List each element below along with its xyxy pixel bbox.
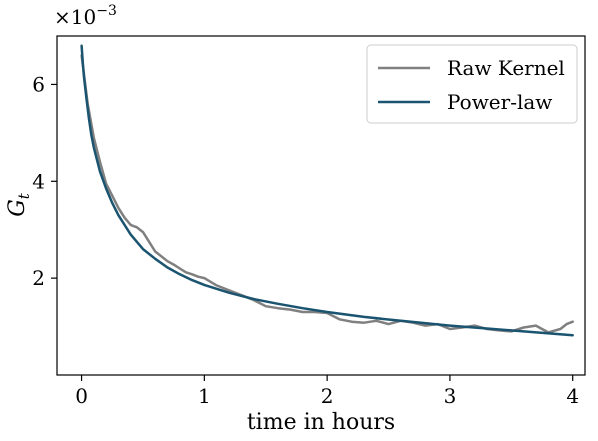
x-tick-label: 2 xyxy=(321,384,334,408)
y-tick-label: 6 xyxy=(32,72,45,96)
legend-box xyxy=(366,44,578,124)
scale-base: ×10 xyxy=(54,5,96,29)
y-axis-ticks: 2 4 6 xyxy=(32,72,57,290)
x-tick-label: 4 xyxy=(566,384,579,408)
series-layer xyxy=(80,44,574,337)
axis-scale-factor: ×10−3 xyxy=(54,3,117,29)
y-tick-label: 4 xyxy=(32,169,45,193)
y-axis-label-main: G xyxy=(5,199,30,217)
y-axis-label: Gt xyxy=(5,192,33,217)
legend-label-raw-kernel: Raw Kernel xyxy=(447,56,565,80)
series-line-power-law xyxy=(80,44,574,337)
x-axis-ticks: 0 1 2 3 4 xyxy=(75,375,579,408)
x-tick-label: 3 xyxy=(444,384,457,408)
svg-text:Gt: Gt xyxy=(5,192,33,217)
plot-frame xyxy=(56,35,586,376)
x-tick-label: 0 xyxy=(75,384,88,408)
y-tick-label: 2 xyxy=(32,266,45,290)
svg-text:×10−3: ×10−3 xyxy=(54,3,117,29)
scale-exponent: −3 xyxy=(96,3,117,19)
y-axis-label-subscript: t xyxy=(15,192,33,199)
legend-label-power-law: Power-law xyxy=(447,90,552,114)
x-tick-label: 1 xyxy=(198,384,211,408)
legend: Raw Kernel Power-law xyxy=(366,44,578,124)
x-axis-label: time in hours xyxy=(247,410,395,435)
